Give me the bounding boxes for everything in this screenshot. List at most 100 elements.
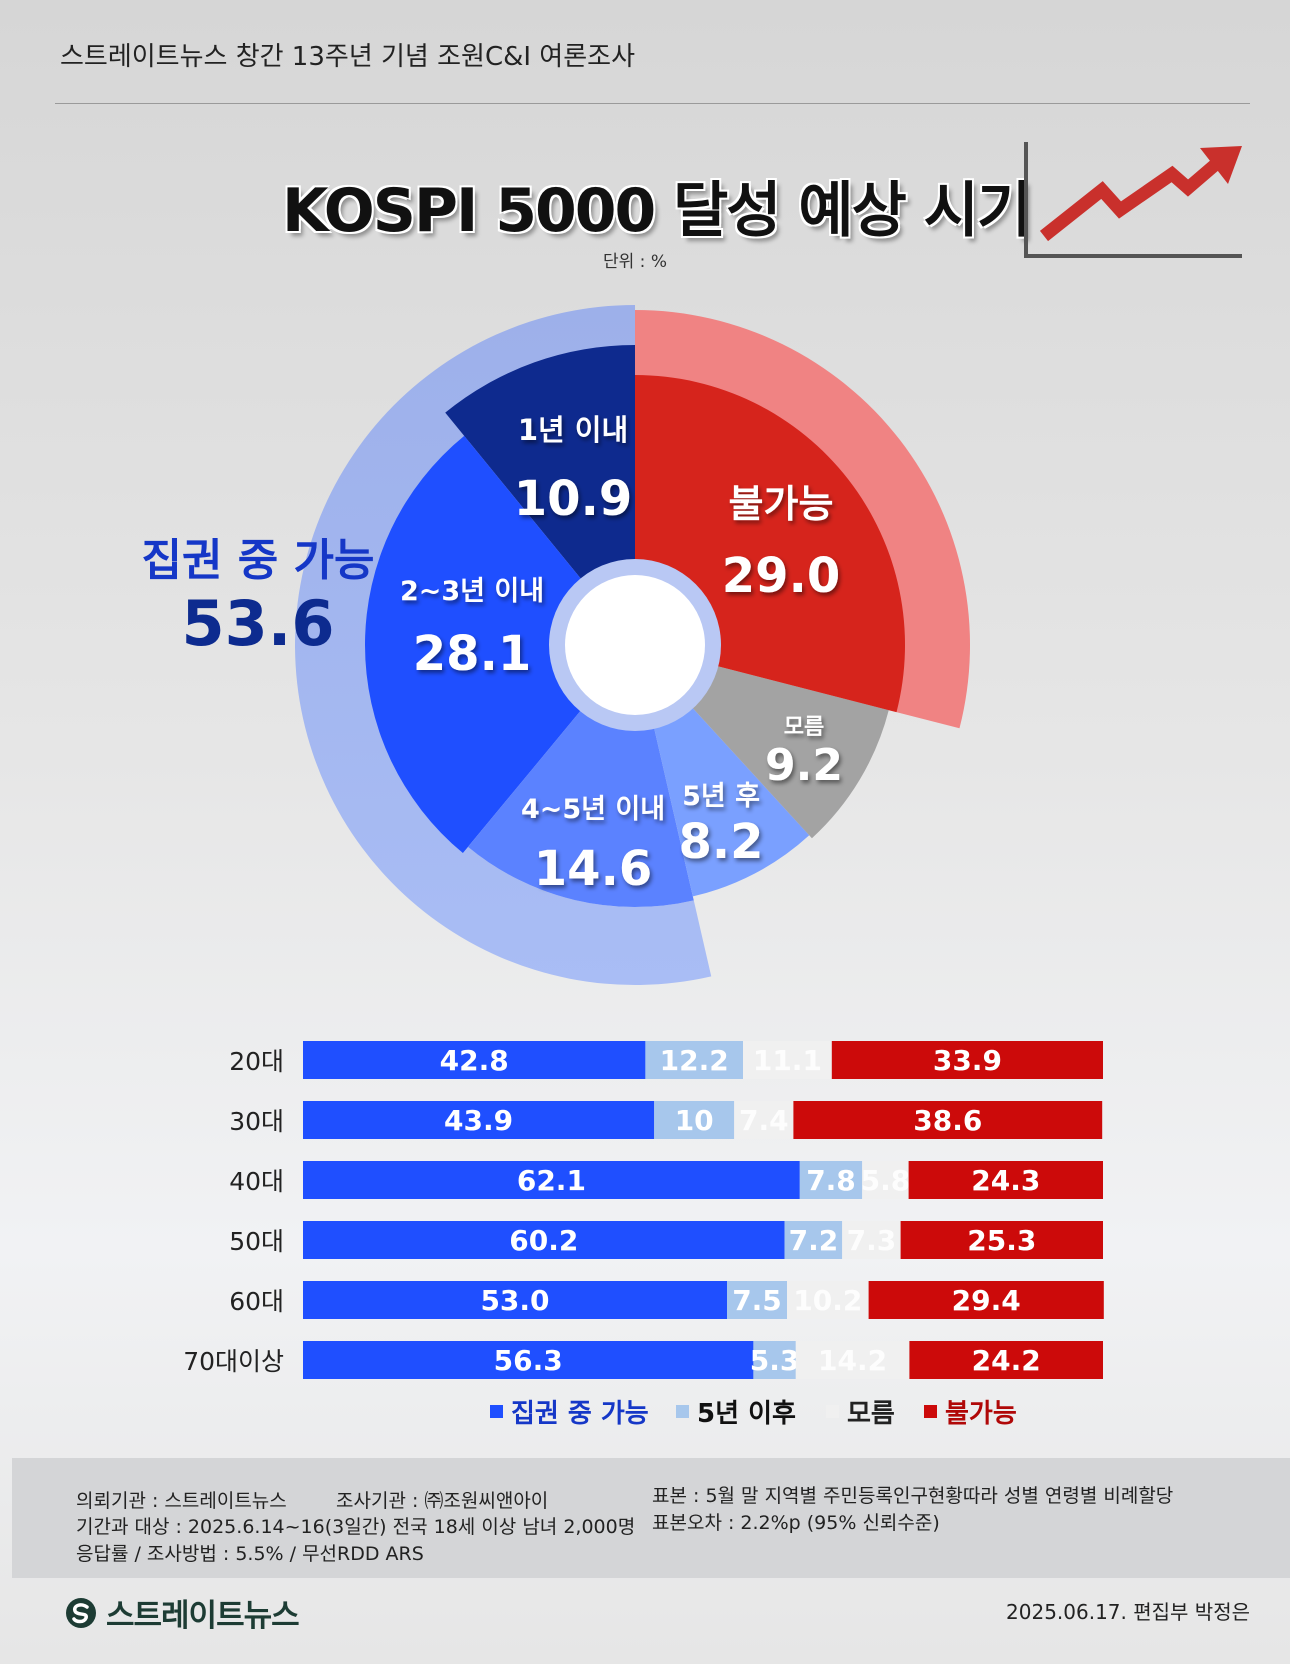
bar-1-seg-1 (303, 1041, 646, 1079)
footer-error: 표본오차 : 2.2%p (95% 신뢰수준) (652, 1512, 940, 1534)
slice-label-6: 불가능 (729, 482, 834, 526)
donut-slice-3 (467, 708, 694, 907)
group-value-possible: 53.6 (182, 587, 335, 660)
logo: 스트레이트뉴스 (64, 1590, 300, 1635)
bar-value-1-4: 33.9 (933, 1044, 1002, 1077)
bar-value-4-2: 7.2 (789, 1224, 839, 1257)
legend-label-impossible: 불가능 (945, 1399, 1017, 1429)
bar-value-5-3: 10.2 (793, 1284, 862, 1317)
slice-label-1: 1년 이내 (518, 413, 628, 447)
bar-value-1-3: 11.1 (753, 1044, 822, 1077)
footer-period: 기간과 대상 : 2025.6.14~16(3일간) 전국 18세 이상 남녀 … (76, 1516, 636, 1538)
donut-slice-6 (635, 374, 905, 713)
bar-value-2-1: 43.9 (444, 1104, 513, 1137)
slice-label-5: 모름 (784, 715, 824, 740)
bar-value-3-2: 7.8 (806, 1164, 856, 1197)
header-title: 스트레이트뉴스 창간 13주년 기념 조원C&I 여론조사 (60, 42, 635, 72)
slice-label-2: 2~3년 이내 (400, 576, 544, 607)
bar-value-5-2: 7.5 (732, 1284, 782, 1317)
legend-item-unknown: 모름 (826, 1393, 895, 1430)
age-label-3: 40대 (229, 1167, 284, 1196)
bar-value-6-1: 56.3 (494, 1344, 563, 1377)
footer-agency: 조사기관 : ㈜조원씨앤아이 (336, 1490, 549, 1512)
bar-value-5-4: 29.4 (952, 1284, 1021, 1317)
bar-3-seg-1 (303, 1161, 800, 1199)
bar-value-1-2: 12.2 (660, 1044, 729, 1077)
bar-value-4-1: 60.2 (509, 1224, 578, 1257)
age-label-5: 60대 (229, 1287, 284, 1316)
bar-3-seg-2 (799, 1161, 863, 1199)
legend-swatch-impossible (924, 1405, 937, 1418)
bar-4-seg-1 (303, 1221, 785, 1259)
bar-value-6-2: 5.3 (750, 1344, 800, 1377)
bar-4-seg-2 (784, 1221, 843, 1259)
footer-sample: 표본 : 5월 말 지역별 주민등록인구현황따라 성별 연령별 비례할당 (652, 1485, 1174, 1507)
bar-6-seg-2 (753, 1341, 796, 1379)
bar-5-seg-4 (868, 1281, 1104, 1319)
bar-value-3-1: 62.1 (517, 1164, 586, 1197)
bar-value-2-4: 38.6 (913, 1104, 982, 1137)
bar-4-seg-4 (900, 1221, 1103, 1259)
logo-text: 스트레이트뉴스 (106, 1598, 300, 1634)
slice-value-5: 9.2 (765, 740, 843, 791)
donut-hole (565, 575, 705, 715)
age-label-4: 50대 (229, 1227, 284, 1256)
donut-chart: 1년 이내 10.9 2~3년 이내 28.1 4~5년 이내 14.6 5년 후8.2 모름… (141, 304, 970, 985)
age-stacked-bar-chart: 20대 42.8 12.2 11.1 33.9 30대 43.9 10 7.4 38.6 40대 62… (183, 1041, 1104, 1379)
age-label-6: 70대이상 (183, 1347, 284, 1376)
slice-value-6: 29.0 (722, 548, 840, 604)
bar-value-2-3: 7.4 (739, 1104, 789, 1137)
legend-item-after5: 5년 이후 (676, 1393, 796, 1430)
bar-2-seg-4 (793, 1101, 1103, 1139)
slice-label-3: 4~5년 이내 (521, 794, 665, 825)
bar-6-seg-3 (795, 1341, 910, 1379)
bar-value-3-4: 24.3 (971, 1164, 1040, 1197)
legend-swatch-possible (490, 1405, 503, 1418)
donut-slice-4 (653, 705, 810, 897)
bar-1-seg-4 (831, 1041, 1103, 1079)
bar-5-seg-1 (303, 1281, 727, 1319)
bar-value-5-1: 53.0 (480, 1284, 549, 1317)
bar-1-seg-2 (645, 1041, 743, 1079)
slice-value-4: 8.2 (678, 814, 763, 870)
bar-1-seg-3 (743, 1041, 832, 1079)
bar-6-seg-1 (303, 1341, 754, 1379)
chart-title: KOSPI 5000 달성 예상 시기 (282, 176, 1032, 246)
bar-value-2-2: 10 (675, 1104, 714, 1137)
bar-value-4-3: 7.3 (847, 1224, 897, 1257)
bar-4-seg-3 (842, 1221, 901, 1259)
logo-icon (66, 1597, 96, 1628)
bar-value-6-4: 24.2 (972, 1344, 1041, 1377)
footer-method: 응답률 / 조사방법 : 5.5% / 무선RDD ARS (76, 1543, 424, 1565)
header-divider (55, 103, 1250, 104)
bar-2-seg-3 (734, 1101, 794, 1139)
bar-2-seg-1 (303, 1101, 655, 1139)
bar-value-1-1: 42.8 (440, 1044, 509, 1077)
bar-3-seg-4 (908, 1161, 1103, 1199)
legend-item-possible: 집권 중 가능 (490, 1393, 649, 1430)
outer-ring-impossible (635, 310, 970, 729)
trend-up-icon (1024, 142, 1242, 258)
bar-value-4-4: 25.3 (967, 1224, 1036, 1257)
bar-5-seg-2 (727, 1281, 787, 1319)
bar-6-seg-4 (909, 1341, 1103, 1379)
bar-3-seg-3 (862, 1161, 909, 1199)
slice-value-1: 10.9 (514, 471, 632, 527)
donut-slice-5 (690, 665, 889, 839)
legend-label-unknown: 모름 (847, 1399, 895, 1429)
outer-ring-possible (294, 304, 712, 985)
group-label-possible: 집권 중 가능 (141, 535, 374, 586)
age-label-1: 20대 (229, 1047, 284, 1076)
age-label-2: 30대 (229, 1107, 284, 1136)
unit-note: 단위 : % (603, 252, 667, 272)
legend-item-impossible: 불가능 (924, 1393, 1017, 1430)
bar-2-seg-2 (654, 1101, 735, 1139)
legend-swatch-after5 (676, 1405, 689, 1418)
legend-label-after5: 5년 이후 (697, 1399, 796, 1429)
bar-value-3-3: 5.8 (861, 1164, 911, 1197)
bar-value-6-3: 14.2 (818, 1344, 887, 1377)
slice-value-2: 28.1 (413, 626, 531, 682)
legend-label-possible: 집권 중 가능 (511, 1399, 649, 1429)
slice-label-4: 5년 후 (682, 781, 760, 812)
